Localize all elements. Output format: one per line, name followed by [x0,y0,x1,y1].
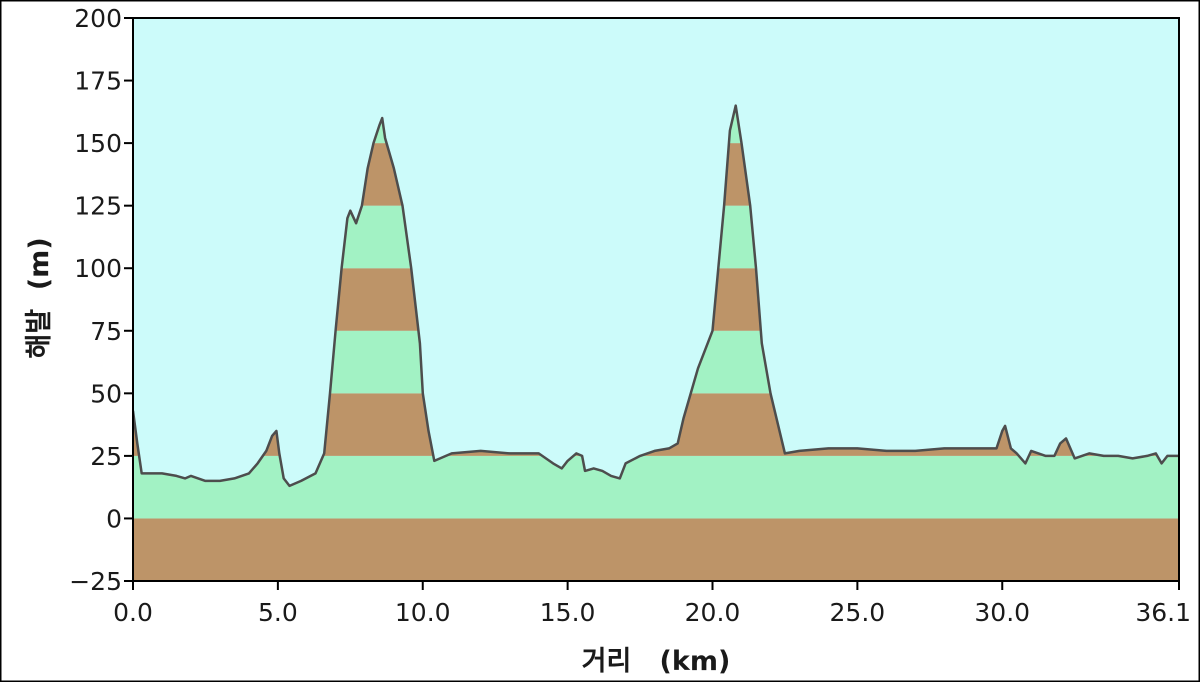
y-tick-label: 200 [74,4,122,33]
x-axis: 0.0 5.0 10.0 15.0 20.0 25.0 30.0 36.1 [113,581,1191,627]
y-tick-label: 50 [90,379,122,408]
y-axis-title: 해발 (m) [24,237,55,358]
y-axis: 200 175 150 125 100 75 50 25 0 −25 [69,4,133,596]
plot-area [133,18,1179,581]
x-tick-label: 36.1 [1135,598,1191,627]
plot-frame [132,17,1180,582]
y-tick-label: 100 [74,254,122,283]
y-tick-label: −25 [69,567,122,596]
y-tick-label: 0 [106,504,122,533]
x-tick-label: 30.0 [974,598,1030,627]
x-tick-label: 5.0 [258,598,298,627]
y-tick-label: 125 [74,192,122,221]
x-tick-label: 15.0 [540,598,596,627]
y-tick-label: 25 [90,442,122,471]
y-tick-label: 175 [74,67,122,96]
y-tick-label: 75 [90,317,122,346]
elevation-band [133,518,1179,581]
y-tick-label: 150 [74,129,122,158]
x-axis-title: 거리 (km) [582,646,731,677]
x-tick-label: 25.0 [830,598,886,627]
elevation-profile-line [133,104,1179,488]
x-tick-label: 10.0 [395,598,451,627]
x-tick-label: 0.0 [113,598,153,627]
x-tick-label: 20.0 [685,598,741,627]
